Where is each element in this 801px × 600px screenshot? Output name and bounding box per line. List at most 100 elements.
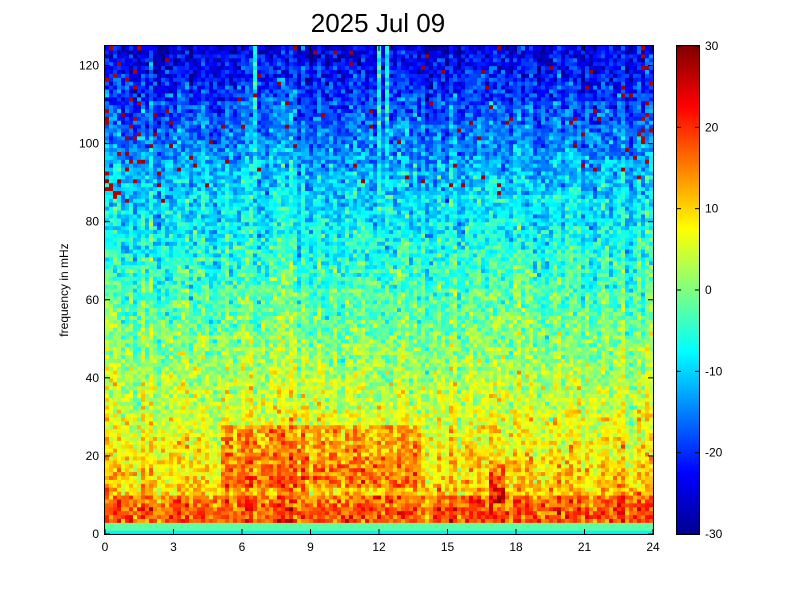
heatmap-cell [109,373,114,379]
heatmap-cell [233,61,238,67]
heatmap-cell [225,323,230,328]
heatmap-cell [125,420,130,426]
heatmap-cell [141,432,146,437]
heatmap-cell [189,350,194,356]
heatmap-cell [221,100,226,106]
heatmap-cell [213,155,218,160]
heatmap-cell [113,209,118,215]
heatmap-cell [233,77,238,82]
heatmap-cell [261,245,266,250]
heatmap-cell [197,186,202,192]
heatmap-cell [253,405,258,410]
heatmap-cell [237,377,242,383]
heatmap-cell [125,416,130,422]
heatmap-cell [257,319,262,324]
heatmap-cell [129,116,134,121]
heatmap-cell [161,416,166,422]
heatmap-cell [213,366,218,371]
heatmap-cell [113,342,118,348]
heatmap-cell [181,276,186,281]
heatmap-cell [209,502,214,508]
heatmap-cell [145,159,150,164]
heatmap-cell [217,245,222,250]
heatmap-cell [249,412,254,418]
heatmap-cell [237,241,242,246]
heatmap-cell [169,69,174,74]
heatmap-cell [197,362,202,367]
heatmap-cell [205,323,210,328]
heatmap-cell [145,245,150,250]
heatmap-cell [201,190,206,195]
heatmap-cell [221,69,226,74]
heatmap-cell [257,498,262,504]
heatmap-cell [177,420,182,426]
heatmap-cell [149,514,154,519]
heatmap-cell [217,319,222,324]
heatmap-cell [129,510,134,516]
heatmap-cell [169,268,174,274]
heatmap-cell [209,182,214,188]
heatmap-cell [221,217,226,223]
heatmap-cell [249,112,254,117]
heatmap-cell [217,463,222,469]
heatmap-cell [249,409,254,414]
heatmap-cell [149,346,154,352]
heatmap-cell [237,209,242,215]
heatmap-cell [261,502,266,508]
heatmap-cell [141,116,146,121]
heatmap-cell [113,147,118,152]
heatmap-cell [225,163,230,168]
heatmap-cell [189,424,194,430]
heatmap-cell [109,46,114,51]
heatmap-cell [177,120,182,125]
heatmap-cell [113,409,118,414]
heatmap-cell [197,330,202,336]
heatmap-cell [261,346,266,352]
heatmap-cell [169,217,174,223]
heatmap-cell [113,475,118,480]
heatmap-cell [229,131,234,137]
heatmap-cell [121,455,126,461]
heatmap-cell [221,151,226,156]
heatmap-cell [225,362,230,367]
heatmap-cell [157,174,162,180]
heatmap-cell [217,459,222,465]
heatmap-cell [145,436,150,441]
heatmap-cell [261,373,266,379]
heatmap-cell [145,186,150,192]
heatmap-cell [137,77,142,82]
heatmap-cell [145,92,150,98]
heatmap-cell [177,502,182,508]
heatmap-cell [237,131,242,137]
heatmap-cell [165,440,170,445]
heatmap-cell [125,412,130,418]
heatmap-cell [165,366,170,371]
heatmap-cell [109,518,114,523]
heatmap-cell [225,182,230,188]
heatmap-cell [225,354,230,359]
heatmap-cell [137,330,142,336]
heatmap-cell [109,245,114,250]
heatmap-cell [257,155,262,160]
heatmap-cell [245,424,250,430]
heatmap-cell [121,229,126,234]
heatmap-cell [141,190,146,195]
heatmap-cell [249,377,254,383]
heatmap-cell [185,342,190,348]
heatmap-cell [181,526,186,531]
heatmap-cell [137,174,142,180]
heatmap-cell [245,366,250,371]
heatmap-cell [185,377,190,383]
heatmap-cell [153,514,158,519]
heatmap-cell [217,194,222,199]
heatmap-cell [145,268,150,274]
heatmap-cell [209,471,214,477]
heatmap-cell [133,334,138,340]
heatmap-cell [213,502,218,508]
heatmap-cell [213,284,218,289]
heatmap-cell [253,241,258,246]
heatmap-cell [237,182,242,188]
heatmap-cell [149,428,154,434]
heatmap-cell [189,170,194,176]
heatmap-cell [157,522,162,527]
